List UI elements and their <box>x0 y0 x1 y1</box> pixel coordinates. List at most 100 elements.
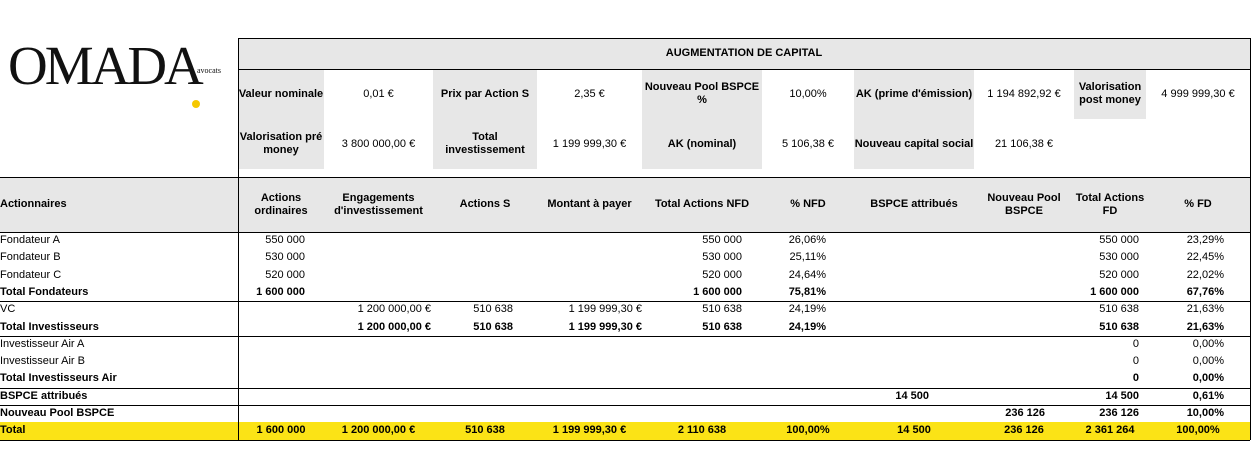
table-cell: 1 199 999,30 € <box>568 320 642 333</box>
column-header: Actions ordinaires <box>254 191 308 217</box>
table-cell: 75,81% <box>788 285 826 298</box>
group-separator <box>0 405 1250 406</box>
table-cell: 22,02% <box>1186 268 1224 281</box>
row-label: Fondateur B <box>0 251 61 264</box>
augmentation-title-band <box>238 38 1250 69</box>
table-cell: 550 000 <box>1099 234 1139 246</box>
param-label-bg <box>1074 69 1146 119</box>
column-header: % NFD <box>790 198 826 210</box>
table-cell: 26,06% <box>788 234 826 246</box>
augmentation-title: AUGMENTATION DE CAPITAL <box>665 47 823 59</box>
table-cell: 1 200 000,00 € <box>357 320 431 333</box>
param-label-bg <box>433 69 537 119</box>
table-cell: 10,00% <box>1186 407 1224 419</box>
table-cell: 0 <box>1132 372 1139 385</box>
block-border-left <box>238 38 239 177</box>
column-header: Montant à payer <box>547 198 632 210</box>
row-label: Total <box>0 424 26 437</box>
table-cell: 530 000 <box>702 251 742 264</box>
table-cell: 0 <box>1132 337 1139 350</box>
param-label: Nouveau capital social <box>854 137 974 150</box>
table-cell: 510 638 <box>1099 303 1139 316</box>
column-header: % FD <box>1184 198 1212 210</box>
row-label: Total Fondateurs <box>0 285 89 298</box>
block-border <box>238 69 1250 70</box>
table-cell: 1 600 000 <box>693 285 742 298</box>
param-value: 1 194 892,92 € <box>987 87 1061 100</box>
column-header: Nouveau Pool BSPCE <box>987 191 1061 217</box>
logo-dot-icon <box>192 100 200 108</box>
table-cell: 22,45% <box>1186 251 1224 264</box>
table-cell: 550 000 <box>702 234 742 246</box>
param-label-bg <box>433 119 537 169</box>
column-header: Total Actions FD <box>1075 191 1145 217</box>
table-cell: 1 600 000 <box>1090 285 1139 298</box>
table-cell: 14 500 <box>895 389 929 402</box>
table-cell: 530 000 <box>1099 251 1139 264</box>
table-cell: 24,19% <box>788 303 826 316</box>
table-cell: 23,29% <box>1186 234 1224 246</box>
row-label: BSPCE attribués <box>0 389 88 402</box>
table-cell: 67,76% <box>1186 285 1224 298</box>
table-border <box>0 232 1250 233</box>
table-header-actionnaires: Actionnaires <box>0 198 67 210</box>
table-cell: 24,64% <box>788 268 826 281</box>
row-label: Nouveau Pool BSPCE <box>0 407 115 419</box>
param-label-bg <box>238 69 324 119</box>
param-value: 10,00% <box>789 87 827 100</box>
param-value: 2,35 € <box>574 87 605 100</box>
column-header: Engagements d'investissement <box>334 191 423 217</box>
table-cell: 1 600 000 <box>256 285 305 298</box>
table-cell: 236 126 <box>1005 407 1045 419</box>
table-cell: 236 126 <box>1004 424 1044 437</box>
total-row-band <box>0 422 1250 440</box>
row-label: Total Investisseurs <box>0 320 99 333</box>
table-cell: 0,00% <box>1192 337 1224 350</box>
param-label: AK (nominal) <box>667 137 737 150</box>
table-cell: 14 500 <box>897 424 931 437</box>
table-cell: 0,00% <box>1192 355 1224 368</box>
column-header: Actions S <box>459 198 511 210</box>
table-cell: 0,61% <box>1192 389 1224 402</box>
logo-wordmark: OMADA <box>8 35 204 96</box>
table-cell: 2 110 638 <box>677 424 727 437</box>
table-header-band <box>0 177 1250 232</box>
group-separator <box>0 335 1250 337</box>
row-label: Total Investisseurs Air <box>0 372 117 385</box>
table-cell: 510 638 <box>465 424 505 437</box>
table-cell: 1 199 999,30 € <box>568 303 642 316</box>
table-cell: 21,63% <box>1186 320 1224 333</box>
param-value: 5 106,38 € <box>782 137 834 150</box>
param-value: 21 106,38 € <box>994 137 1054 150</box>
param-value: 3 800 000,00 € <box>341 137 416 150</box>
column-header: BSPCE attribués <box>870 198 958 210</box>
table-cell: 510 638 <box>702 303 742 316</box>
table-cell: 1 200 000,00 € <box>341 424 416 437</box>
group-separator <box>0 387 1250 389</box>
table-cell: 520 000 <box>1099 268 1139 281</box>
table-cell: 520 000 <box>702 268 742 281</box>
table-cell: 520 000 <box>265 268 305 281</box>
table-cell: 236 126 <box>1099 407 1139 419</box>
param-value: 0,01 € <box>363 87 394 100</box>
table-border <box>1250 177 1251 440</box>
row-label: Fondateur A <box>0 234 60 246</box>
table-cell: 100,00% <box>786 424 830 437</box>
param-label: Valorisation post money <box>1078 81 1142 106</box>
param-label: Prix par Action S <box>440 87 530 100</box>
table-cell: 2 361 264 <box>1085 424 1135 437</box>
table-cell: 1 199 999,30 € <box>552 424 627 437</box>
table-cell: 530 000 <box>265 251 305 264</box>
omada-logo: OMADA avocats <box>8 35 233 108</box>
table-cell: 100,00% <box>1176 424 1220 437</box>
param-label-bg <box>854 69 974 119</box>
row-label: VC <box>0 303 16 316</box>
row-label: Fondateur C <box>0 268 62 281</box>
table-cell: 0,00% <box>1192 372 1224 385</box>
param-label: Nouveau Pool BSPCE % <box>644 81 760 106</box>
column-header: Total Actions NFD <box>654 198 750 210</box>
block-border-top <box>238 38 1250 39</box>
row-label: Investisseur Air B <box>0 355 85 368</box>
table-cell: 510 638 <box>702 320 742 333</box>
